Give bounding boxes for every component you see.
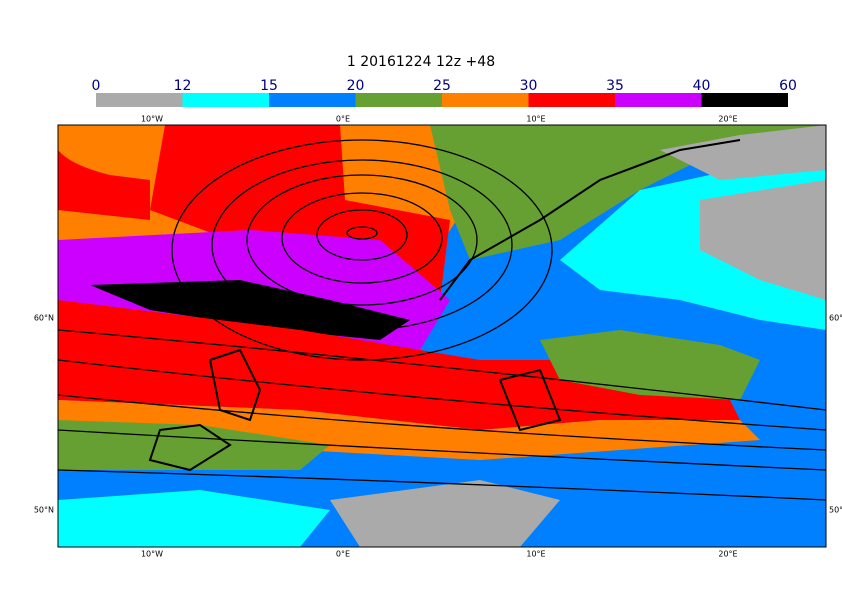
map-frame [57,124,827,548]
lat-label: 50°N [829,506,842,515]
land-gray [700,180,826,300]
coastlines [148,139,741,472]
cyan-zone [58,490,330,547]
black-zone [90,280,410,340]
colorbar-segment [701,93,788,107]
lon-label: 10°E [526,115,545,124]
red-zone [58,150,150,220]
red-zone [58,300,740,430]
colorbar-tick-label: 30 [520,78,538,94]
lat-label: 60°N [34,314,54,323]
lon-label: 20°E [718,550,737,559]
colorbar-tick-label: 15 [260,78,278,94]
land-gray [660,125,826,180]
colorbar-tick-label: 25 [433,78,451,94]
lon-label: 10°E [526,550,545,559]
colorbar-segment [96,93,183,107]
lon-label: 10°W [141,550,163,559]
colorbar-tick-label: 35 [606,78,624,94]
isobars [58,139,826,501]
colorbar-tick-label: 60 [779,78,797,94]
lat-label: 50°N [34,506,54,515]
colorbar-segment [355,93,442,107]
colorbar-segment [182,93,269,107]
land-gray [330,480,560,547]
title: 1 20161224 12z +48 [347,54,495,70]
colorbar-tick-label: 12 [174,78,192,94]
colorbar-segment [615,93,702,107]
colorbar-segment [442,93,529,107]
colorbar-segment [269,93,356,107]
colorbar-tick-label: 40 [693,78,711,94]
green-zone [58,420,330,470]
map [58,125,826,547]
lon-label: 0°E [336,550,350,559]
green-zone [540,330,760,400]
colorbar: 0 12 15 20 25 30 35 40 60 [92,78,797,107]
lon-label: 10°W [141,115,163,124]
lat-label: 60°N [829,314,842,323]
lon-label: 0°E [336,115,350,124]
colorbar-tick-label: 20 [347,78,365,94]
colorbar-segment [528,93,615,107]
colorbar-tick-label: 0 [92,78,101,94]
lon-label: 20°E [718,115,737,124]
